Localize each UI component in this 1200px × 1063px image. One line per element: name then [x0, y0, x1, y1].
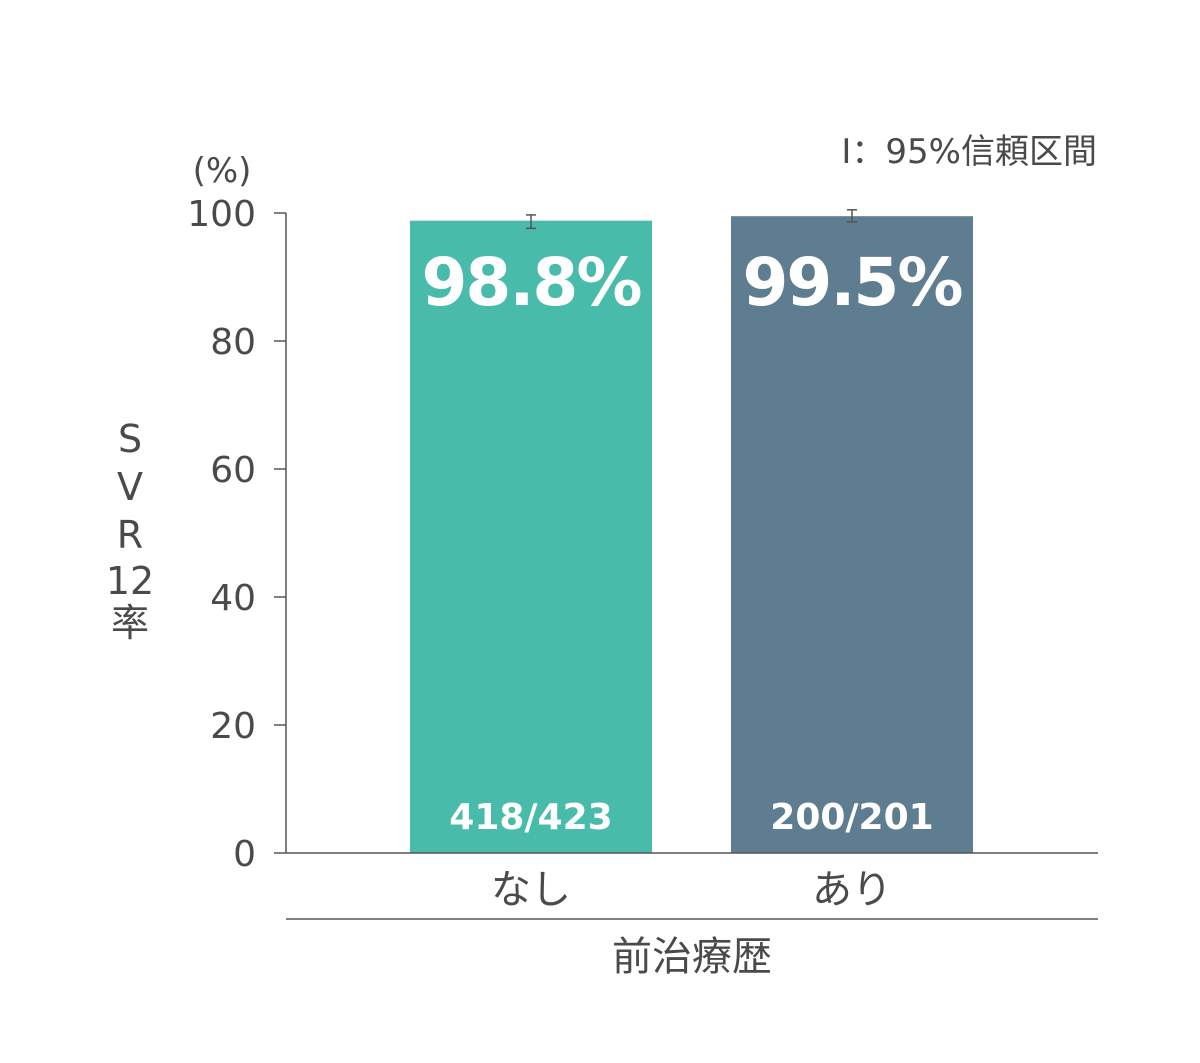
bar-1 [410, 220, 652, 853]
y-axis-unit: (%) [193, 151, 252, 191]
x-category-label: あり [812, 867, 892, 913]
confidence-interval-note: I：95%信頼区間 [841, 132, 1097, 172]
y-tick-label: 0 [233, 834, 256, 875]
y-axis-label-char: V [117, 465, 143, 509]
error-bar [526, 214, 536, 230]
y-axis-label-char: R [117, 513, 143, 557]
bar-value-label: 99.5% [743, 244, 963, 321]
bar-2 [731, 216, 973, 853]
y-tick-label: 60 [210, 450, 256, 491]
y-axis-label-char: 12 [106, 559, 154, 603]
y-axis: 0 20 40 60 80 100 [187, 194, 287, 875]
x-category-label: なし [491, 867, 571, 913]
y-tick-label: 100 [187, 194, 256, 235]
bar-value-label: 98.8% [422, 244, 642, 321]
y-tick-label: 40 [210, 578, 256, 619]
y-tick-label: 20 [210, 706, 256, 747]
error-bar [847, 209, 857, 223]
y-tick-label: 80 [210, 322, 256, 363]
x-axis-title: 前治療歴 [612, 934, 772, 980]
bars: 98.8% 418/423 なし 99.5% 200/201 あり [410, 209, 973, 913]
bar-count-label: 200/201 [770, 797, 933, 838]
y-axis-label-char: 率 [111, 601, 149, 645]
y-axis-label-char: S [118, 417, 142, 461]
bar-count-label: 418/423 [449, 797, 612, 838]
